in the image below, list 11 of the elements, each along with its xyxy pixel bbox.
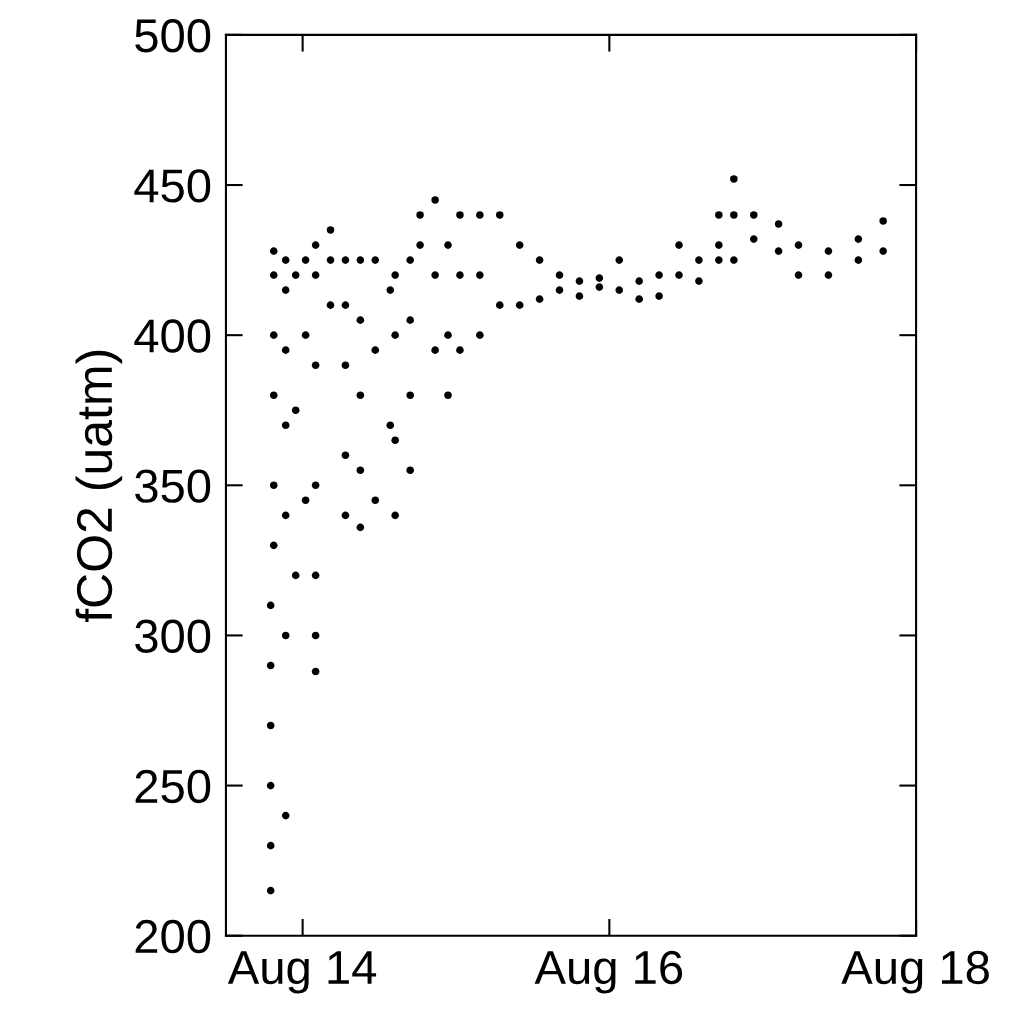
y-tick-label: 500 [135, 19, 211, 53]
y-tick-label: 200 [135, 919, 211, 954]
y-axis-title: fCO2 (uatm) [75, 350, 123, 623]
y-tick-label: 350 [135, 469, 211, 503]
x-tick-label: Aug 18 [841, 950, 989, 994]
y-tick-label: 250 [135, 769, 211, 804]
y-tick-label: 450 [134, 169, 211, 203]
y-tick-label: 400 [134, 319, 211, 353]
y-tick-label: 300 [135, 619, 211, 654]
x-tick-label: Aug 14 [227, 951, 377, 994]
x-tick-label: Aug 16 [534, 950, 683, 994]
